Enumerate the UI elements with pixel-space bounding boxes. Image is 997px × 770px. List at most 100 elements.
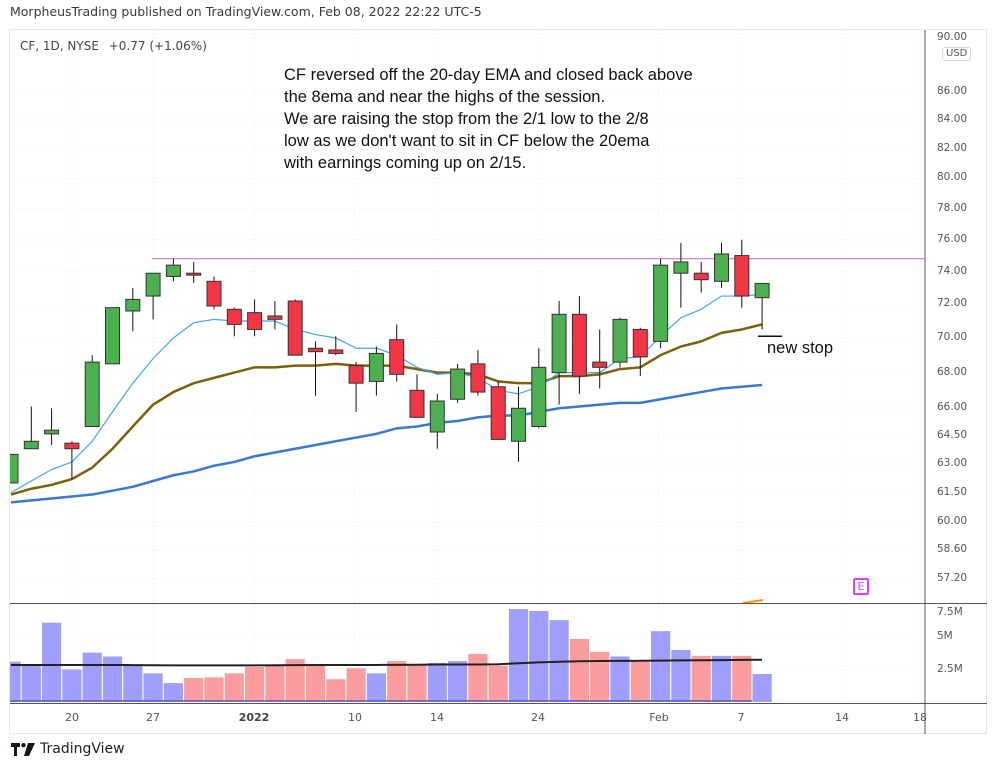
volume-bar <box>326 679 346 702</box>
candle-body <box>511 407 526 442</box>
candle <box>714 242 729 288</box>
symbol-legend[interactable]: CF, 1D, NYSE +0.77 (+1.06%) <box>20 39 213 53</box>
price-tick-label: 64.50 <box>937 428 968 441</box>
candle <box>328 336 344 356</box>
volume-bar <box>488 665 508 702</box>
tradingview-logo-icon <box>11 742 35 756</box>
candle <box>186 261 202 283</box>
symbol-info: CF, 1D, NYSE <box>20 39 99 53</box>
candle-body <box>632 328 648 358</box>
candle-body <box>653 264 669 342</box>
candle-body <box>490 386 506 440</box>
volume-bar <box>590 651 610 702</box>
volume-ma-line <box>11 658 763 667</box>
volume-tick-label: 7.5M <box>937 606 963 618</box>
volume-bar <box>10 661 21 702</box>
volume-bar <box>143 673 163 702</box>
price-tick-label: 74.00 <box>937 264 968 277</box>
candle <box>571 296 587 394</box>
candle-body <box>470 363 486 393</box>
candle-body <box>551 313 567 374</box>
candle <box>44 408 60 446</box>
price-tick-label: 84.00 <box>937 113 968 126</box>
price-tick-label: 82.00 <box>937 141 968 154</box>
time-tick-label: Feb <box>649 711 669 724</box>
annotation-line: We are raising the stop from the 2/1 low… <box>284 110 649 128</box>
volume-bar <box>691 655 711 702</box>
candle <box>511 386 526 462</box>
volume-bar <box>387 661 407 702</box>
candle-body <box>571 313 587 377</box>
volume-tick-label: 5M <box>937 630 953 642</box>
candle-body <box>389 339 405 375</box>
candle-body <box>267 315 283 320</box>
candle <box>490 381 506 440</box>
time-tick-label: 14 <box>835 711 849 724</box>
candle-body <box>714 253 729 282</box>
time-tick-label: 14 <box>430 711 444 724</box>
candle <box>592 329 608 389</box>
tradingview-logo[interactable]: TradingView <box>11 741 125 757</box>
candle-body <box>734 255 750 297</box>
ema20-line <box>10 323 763 496</box>
candle-body <box>125 298 141 312</box>
annotation-text[interactable]: CF reversed off the 20-day EMA and close… <box>284 64 693 174</box>
price-tick-label: 63.00 <box>937 456 968 469</box>
volume-bar <box>711 655 732 702</box>
chart-frame <box>9 29 987 734</box>
candle <box>734 239 750 308</box>
candle-body <box>409 389 425 418</box>
candle <box>612 317 628 368</box>
candle <box>247 299 263 337</box>
volume-bar <box>427 663 447 702</box>
price-tick-label: 76.00 <box>937 232 968 245</box>
candle-body <box>105 307 120 365</box>
volume-bar <box>448 661 468 702</box>
candle-body <box>592 361 608 368</box>
volume-bar <box>184 677 204 702</box>
currency-badge[interactable]: USD <box>942 47 972 61</box>
price-tick-label: 90.00 <box>937 31 968 43</box>
candle-body <box>226 308 242 325</box>
volume-bar <box>651 631 671 702</box>
candle <box>531 348 547 429</box>
price-tick-label: 60.00 <box>937 515 968 528</box>
volume-bar <box>752 674 772 702</box>
candle-body <box>531 366 547 427</box>
candle-body <box>145 272 161 297</box>
price-tick-label: 80.00 <box>937 171 968 184</box>
candle <box>84 355 100 427</box>
volume-bar <box>265 665 285 702</box>
volume-bar <box>123 664 143 702</box>
time-tick-label: 10 <box>348 711 362 724</box>
candle <box>105 307 120 365</box>
volume-bar <box>305 664 326 702</box>
candle <box>226 307 242 337</box>
new-stop-label[interactable]: new stop <box>767 339 834 357</box>
volume-bar <box>630 661 650 702</box>
candle-body <box>429 400 445 433</box>
candle <box>551 301 567 405</box>
candle <box>368 346 384 396</box>
earnings-marker[interactable]: E <box>853 578 869 595</box>
candle-body <box>308 347 323 353</box>
price-tick-label: 68.00 <box>937 365 968 378</box>
candle <box>632 327 648 377</box>
candle-body <box>247 312 263 330</box>
price-tick-label: 78.00 <box>937 201 968 214</box>
candle <box>165 258 181 282</box>
candle-body <box>612 318 628 363</box>
candle <box>754 282 770 330</box>
volume-bar <box>204 677 224 702</box>
annotation-line: with earnings coming up on 2/15. <box>284 154 527 172</box>
candle-body <box>64 442 80 450</box>
volume-bar <box>407 664 427 702</box>
candle-body <box>693 272 709 281</box>
brand-name: TradingView <box>40 741 125 757</box>
volume-bar <box>224 673 244 702</box>
volume-bar <box>366 673 386 702</box>
candle-body <box>368 352 384 382</box>
volume-bar <box>245 666 265 702</box>
ema8-line <box>10 293 763 494</box>
